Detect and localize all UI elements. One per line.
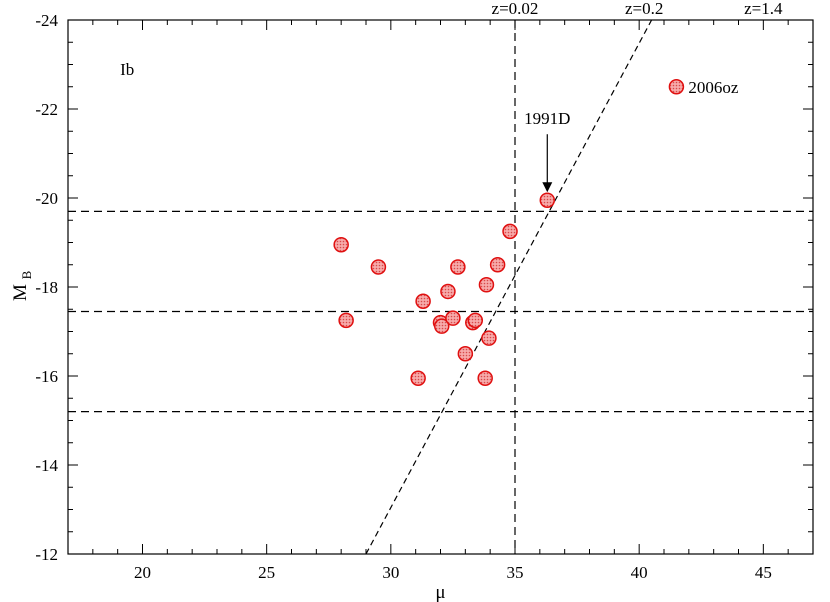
x-tick-label: 40 (631, 563, 648, 582)
y-tick-label: -12 (35, 545, 58, 564)
data-point (539, 192, 556, 208)
data-point (450, 259, 466, 275)
data-point (668, 79, 685, 95)
y-tick-label: -24 (35, 11, 58, 30)
data-point (489, 257, 506, 273)
data-point (502, 223, 518, 240)
x-tick-label: 20 (134, 563, 151, 582)
redshift-label: z=1.4 (744, 0, 783, 18)
data-point (338, 312, 354, 329)
y-tick-label: -16 (35, 367, 58, 386)
diagonal-reference-line (365, 19, 653, 555)
annotation-label: 1991D (524, 109, 570, 128)
data-points (333, 79, 685, 386)
redshift-label: z=0.02 (492, 0, 539, 18)
panel-label: Ib (120, 60, 134, 79)
plot-frame (67, 19, 814, 555)
x-tick-label: 45 (755, 563, 772, 582)
axis-ticks (67, 19, 814, 555)
data-point (445, 310, 461, 326)
data-point (457, 346, 474, 362)
data-point (415, 293, 431, 309)
y-axis-title: M B (10, 270, 34, 301)
data-point (370, 259, 387, 275)
svg-text:M B: M B (10, 270, 34, 301)
data-point (433, 318, 450, 334)
data-point (477, 370, 493, 386)
reference-lines (68, 19, 813, 555)
x-axis-title: μ (435, 582, 445, 602)
y-tick-label: -22 (35, 100, 58, 119)
x-tick-label: 30 (382, 563, 399, 582)
x-tick-label: 25 (258, 563, 275, 582)
y-tick-label: -20 (35, 189, 58, 208)
y-axis-title-subscript: B (19, 270, 34, 279)
data-point (467, 312, 484, 329)
x-tick-label: 35 (507, 563, 524, 582)
data-point (481, 330, 497, 346)
data-point (478, 277, 495, 293)
data-point (410, 370, 426, 386)
redshift-label: z=0.2 (625, 0, 663, 18)
annotation-label: 2006oz (688, 78, 739, 97)
y-axis-title-main: M (10, 284, 31, 301)
y-tick-label: -14 (35, 456, 58, 475)
data-point (440, 283, 456, 300)
axis-tick-labels: 20 25 30 35 40 45 -12 -14 -16 -18 -20 -22 -24 z=0.02 z… (35, 0, 783, 582)
annotations: 1991D 2006oz (524, 78, 739, 193)
data-point (333, 236, 349, 253)
y-tick-label: -18 (35, 278, 58, 297)
